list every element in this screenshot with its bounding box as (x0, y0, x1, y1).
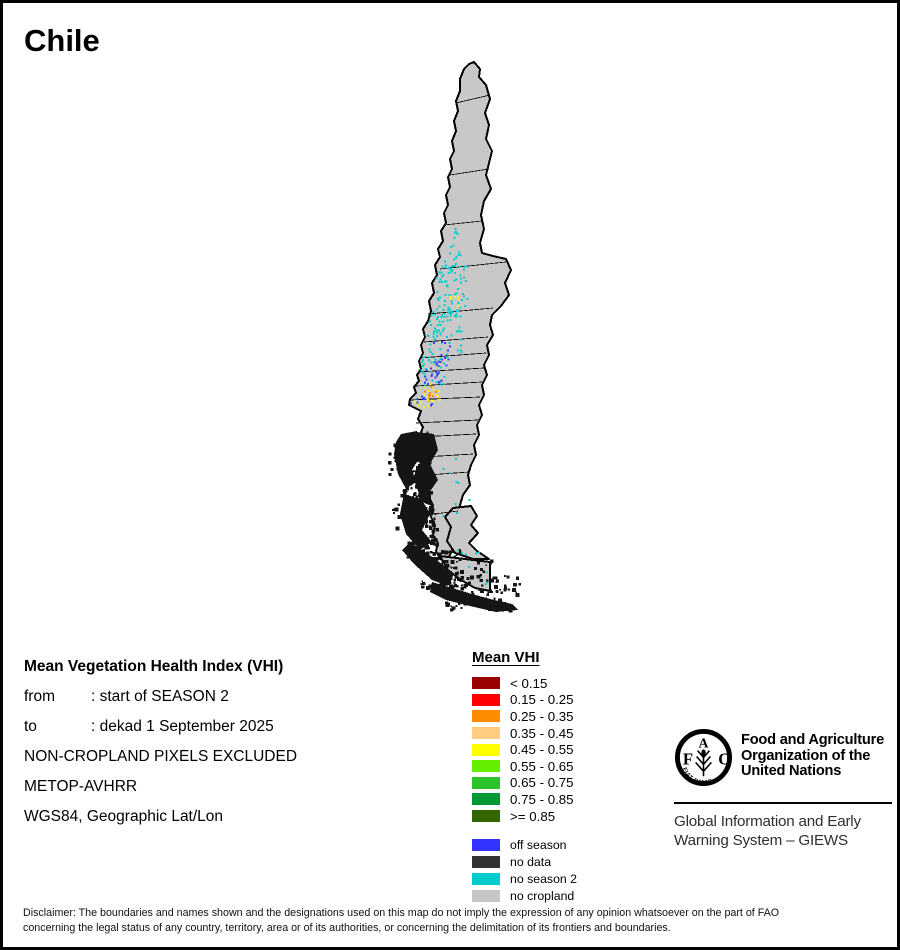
legend-label: < 0.15 (510, 675, 548, 691)
svg-text:F: F (683, 749, 693, 768)
legend-swatch (472, 793, 500, 806)
info-row: NON-CROPLAND PIXELS EXCLUDED (24, 748, 298, 765)
legend-label: 0.65 - 0.75 (510, 775, 574, 791)
legend-item: no data (472, 853, 662, 870)
legend-item: 0.35 - 0.45 (472, 725, 662, 742)
info-row: from: start of SEASON 2 (24, 688, 229, 705)
info-row: to: dekad 1 September 2025 (24, 718, 274, 735)
legend-item: < 0.15 (472, 675, 662, 692)
magallanes-shape (444, 505, 490, 560)
vhi-pixel-layer (410, 227, 488, 585)
status-legend: off season no data no season 2 no cropland (472, 836, 662, 905)
legend-item: >= 0.85 (472, 808, 662, 825)
legend-item: 0.25 - 0.35 (472, 708, 662, 725)
page-title: Chile (24, 23, 100, 58)
legend-item: 0.15 - 0.25 (472, 692, 662, 709)
legend-label: no season 2 (510, 871, 578, 886)
vhi-legend: Mean VHI < 0.15 0.15 - 0.25 0.25 - 0.35 0.3… (472, 649, 662, 824)
svg-text:O: O (718, 749, 731, 768)
info-row: METOP-AVHRR (24, 778, 138, 795)
svg-text:A: A (699, 736, 709, 751)
chile-map (378, 53, 548, 628)
giews-label: Global Information and Early Warning Sys… (674, 813, 861, 849)
legend-swatch (472, 776, 500, 789)
legend-swatch (472, 710, 500, 723)
legend-swatch (472, 810, 500, 823)
legend-swatch (472, 693, 500, 706)
legend-swatch (472, 760, 500, 773)
vhi-legend-items: < 0.15 0.15 - 0.25 0.25 - 0.35 0.35 - 0.45 0… (472, 675, 662, 824)
fao-org-name: Food and Agriculture Organization of the… (741, 732, 885, 779)
legend-item: off season (472, 836, 662, 853)
legend-label: no cropland (510, 889, 575, 904)
chile-map-svg (388, 61, 521, 613)
legend-label: 0.25 - 0.35 (510, 708, 574, 724)
legend-item: 0.45 - 0.55 (472, 741, 662, 758)
legend-swatch (472, 677, 500, 690)
legend-label: off season (510, 837, 567, 852)
fao-divider (674, 802, 892, 804)
legend-title: Mean VHI (472, 649, 540, 666)
legend-label: 0.45 - 0.55 (510, 742, 574, 758)
legend-swatch (472, 838, 500, 851)
fao-block: F A O FIAT PANIS Food and Agriculture Or… (674, 724, 892, 854)
legend-item: no cropland (472, 888, 662, 905)
legend-swatch (472, 727, 500, 740)
legend-label: 0.15 - 0.25 (510, 692, 574, 708)
info-row: WGS84, Geographic Lat/Lon (24, 808, 224, 825)
status-legend-items: off season no data no season 2 no cropland (472, 836, 662, 905)
legend-swatch (472, 872, 500, 885)
legend-label: 0.35 - 0.45 (510, 725, 574, 741)
legend-item: 0.55 - 0.65 (472, 758, 662, 775)
legend-label: no data (510, 854, 552, 869)
info-heading: Mean Vegetation Health Index (VHI) (24, 658, 284, 675)
legend-label: >= 0.85 (510, 808, 556, 824)
no-data-speckle-layer (388, 431, 521, 613)
legend-item: 0.75 - 0.85 (472, 791, 662, 808)
fao-logo-icon: F A O FIAT PANIS (674, 728, 733, 786)
map-info-block: Mean Vegetation Health Index (VHI) from:… (24, 652, 454, 832)
legend-item: no season 2 (472, 870, 662, 887)
legend-label: 0.75 - 0.85 (510, 791, 574, 807)
legend-swatch (472, 743, 500, 756)
legend-swatch (472, 890, 500, 903)
legend-label: 0.55 - 0.65 (510, 758, 574, 774)
disclaimer-text: Disclaimer: The boundaries and names sho… (23, 907, 780, 934)
legend-swatch (472, 855, 500, 868)
legend-item: 0.65 - 0.75 (472, 775, 662, 792)
info-rows: from: start of SEASON 2 to: dekad 1 Septe… (24, 682, 454, 832)
